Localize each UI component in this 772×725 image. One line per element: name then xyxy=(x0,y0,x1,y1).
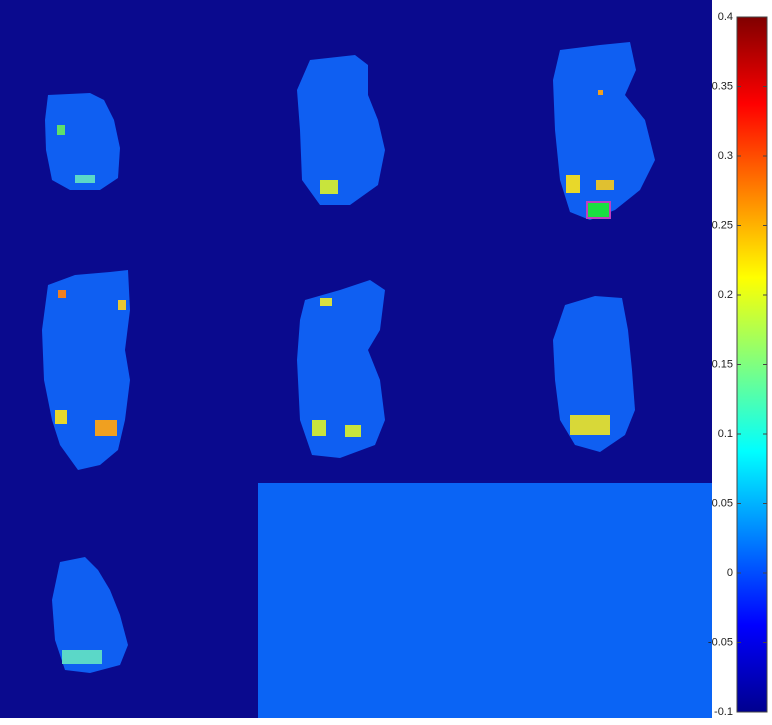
montage xyxy=(0,0,712,718)
slice xyxy=(297,55,385,205)
empty-panel xyxy=(258,483,712,718)
tick-label: 0.05 xyxy=(712,497,733,509)
slice xyxy=(45,93,120,190)
tick-label: 0.25 xyxy=(712,219,733,231)
tick-label: 0.2 xyxy=(718,289,733,301)
tick-label: -0.1 xyxy=(714,706,733,718)
tick-label: 0.3 xyxy=(718,150,733,162)
slice xyxy=(52,557,128,673)
tick-label: 0.35 xyxy=(712,80,733,92)
colorbar xyxy=(736,16,768,713)
hotspots xyxy=(55,90,614,664)
tick-label: 0.1 xyxy=(718,428,733,440)
slice xyxy=(553,296,635,452)
tick-label: 0.4 xyxy=(718,11,733,23)
tick-label: -0.05 xyxy=(708,636,733,648)
tick-label: 0.15 xyxy=(712,358,733,370)
tick-label: 0 xyxy=(727,567,733,579)
slice xyxy=(297,280,385,458)
